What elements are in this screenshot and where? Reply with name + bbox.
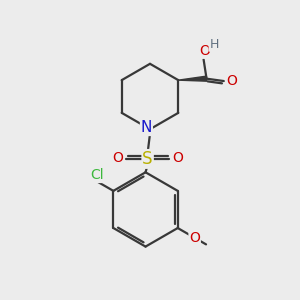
Text: O: O [200, 44, 211, 58]
Text: S: S [142, 150, 153, 168]
Polygon shape [178, 76, 207, 81]
Text: O: O [112, 151, 123, 165]
Text: O: O [189, 231, 200, 245]
Text: O: O [227, 74, 238, 88]
Text: O: O [172, 151, 183, 165]
Text: H: H [209, 38, 219, 51]
Text: N: N [141, 120, 152, 135]
Text: Cl: Cl [90, 168, 104, 182]
